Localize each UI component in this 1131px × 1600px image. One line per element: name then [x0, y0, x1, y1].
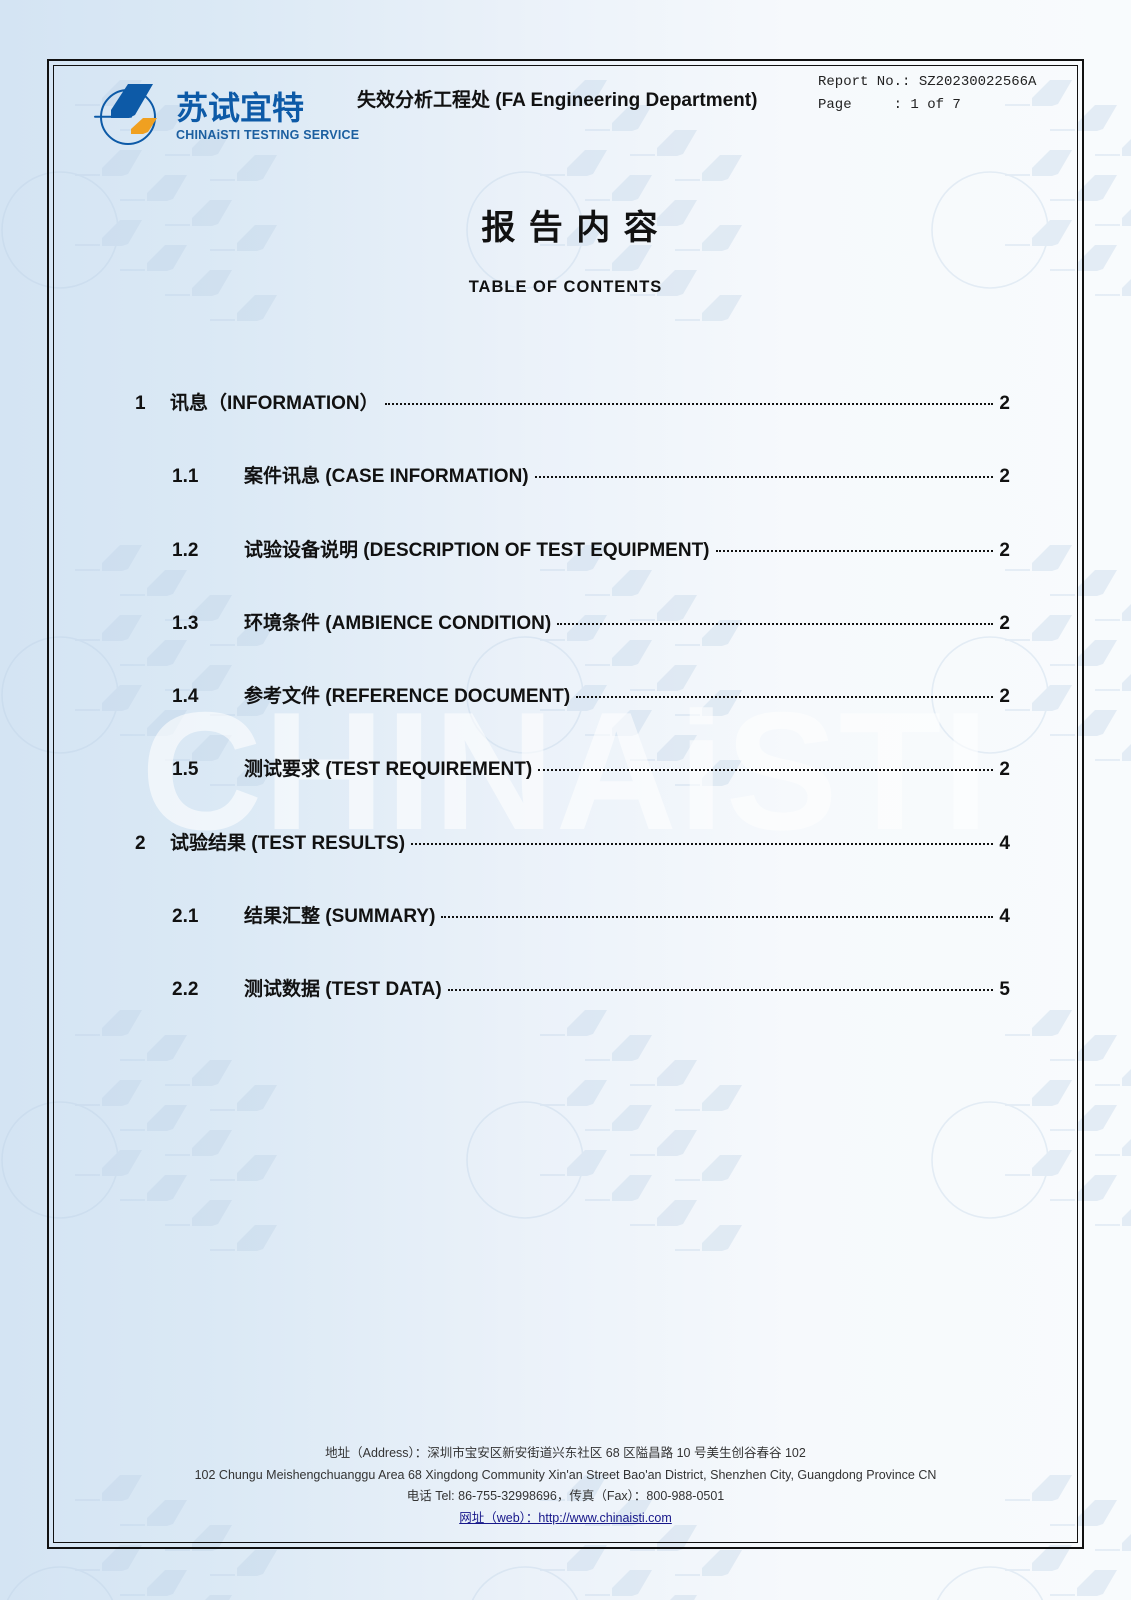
svg-text:CHINAiSTI TESTING SERVICE: CHINAiSTI TESTING SERVICE: [176, 128, 359, 142]
svg-text:苏试宜特: 苏试宜特: [176, 90, 304, 126]
